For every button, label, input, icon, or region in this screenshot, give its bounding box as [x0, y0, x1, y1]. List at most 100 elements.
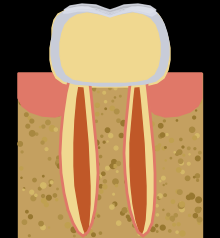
Circle shape [117, 221, 121, 225]
Circle shape [187, 147, 190, 149]
Circle shape [115, 184, 117, 187]
Circle shape [133, 176, 134, 177]
Circle shape [178, 190, 182, 194]
Circle shape [165, 160, 166, 161]
Circle shape [140, 89, 143, 93]
Circle shape [56, 159, 60, 163]
Polygon shape [64, 4, 156, 13]
Circle shape [48, 91, 51, 93]
Circle shape [166, 134, 168, 136]
Circle shape [67, 208, 69, 211]
Circle shape [140, 223, 142, 226]
Circle shape [134, 189, 138, 192]
Circle shape [66, 115, 69, 118]
Circle shape [70, 86, 72, 89]
Circle shape [131, 97, 134, 99]
Circle shape [94, 235, 95, 236]
Circle shape [142, 226, 144, 228]
Circle shape [67, 140, 71, 144]
Circle shape [182, 146, 184, 148]
Circle shape [110, 164, 116, 169]
Circle shape [40, 127, 41, 128]
Circle shape [73, 118, 79, 123]
Circle shape [169, 139, 173, 142]
Circle shape [66, 173, 67, 174]
Circle shape [103, 185, 107, 189]
Circle shape [196, 110, 197, 111]
Circle shape [84, 83, 89, 87]
Circle shape [178, 203, 184, 208]
Circle shape [129, 208, 133, 211]
Circle shape [179, 159, 183, 163]
Circle shape [170, 216, 174, 221]
Circle shape [178, 109, 182, 113]
Circle shape [109, 87, 111, 90]
Circle shape [127, 82, 129, 84]
Circle shape [38, 76, 40, 79]
Circle shape [48, 109, 51, 112]
Polygon shape [74, 80, 90, 235]
Circle shape [139, 160, 141, 162]
Circle shape [105, 108, 106, 109]
Circle shape [57, 104, 60, 106]
Circle shape [83, 104, 86, 107]
Circle shape [42, 198, 46, 203]
Circle shape [85, 199, 89, 203]
Circle shape [166, 183, 167, 184]
Polygon shape [50, 8, 170, 87]
Circle shape [30, 119, 34, 123]
Circle shape [29, 131, 35, 136]
Circle shape [78, 212, 79, 213]
Circle shape [30, 81, 33, 84]
Circle shape [65, 85, 69, 89]
Circle shape [30, 84, 34, 88]
Circle shape [119, 74, 123, 78]
Circle shape [117, 119, 120, 122]
Circle shape [36, 133, 38, 135]
Circle shape [183, 86, 189, 91]
Circle shape [68, 161, 73, 166]
Circle shape [110, 205, 114, 209]
Circle shape [139, 86, 143, 89]
Circle shape [155, 146, 160, 151]
Circle shape [29, 235, 30, 237]
Circle shape [132, 89, 136, 92]
Circle shape [147, 99, 149, 102]
Circle shape [30, 190, 34, 194]
Circle shape [196, 99, 202, 104]
Circle shape [96, 175, 97, 176]
Circle shape [110, 106, 114, 110]
Circle shape [176, 152, 179, 155]
Circle shape [135, 80, 137, 83]
Circle shape [88, 215, 92, 219]
Circle shape [114, 109, 119, 114]
Circle shape [145, 181, 148, 183]
Circle shape [189, 214, 191, 216]
Circle shape [88, 147, 93, 152]
Circle shape [183, 103, 184, 104]
Circle shape [23, 189, 24, 190]
Circle shape [120, 95, 121, 97]
Circle shape [86, 213, 90, 218]
Circle shape [45, 148, 48, 150]
Circle shape [70, 151, 74, 155]
Circle shape [147, 109, 148, 111]
Circle shape [148, 203, 153, 208]
Circle shape [163, 107, 167, 111]
Circle shape [41, 225, 45, 230]
Circle shape [150, 227, 155, 232]
Circle shape [58, 156, 63, 162]
Circle shape [113, 193, 114, 195]
Circle shape [121, 120, 126, 126]
Circle shape [113, 202, 117, 206]
Circle shape [62, 108, 65, 112]
Circle shape [195, 207, 201, 213]
Circle shape [138, 233, 140, 235]
Circle shape [86, 193, 90, 196]
Circle shape [88, 103, 90, 105]
Circle shape [149, 83, 151, 85]
Circle shape [26, 210, 28, 213]
Circle shape [125, 158, 130, 164]
Circle shape [84, 83, 88, 87]
Circle shape [114, 146, 118, 150]
